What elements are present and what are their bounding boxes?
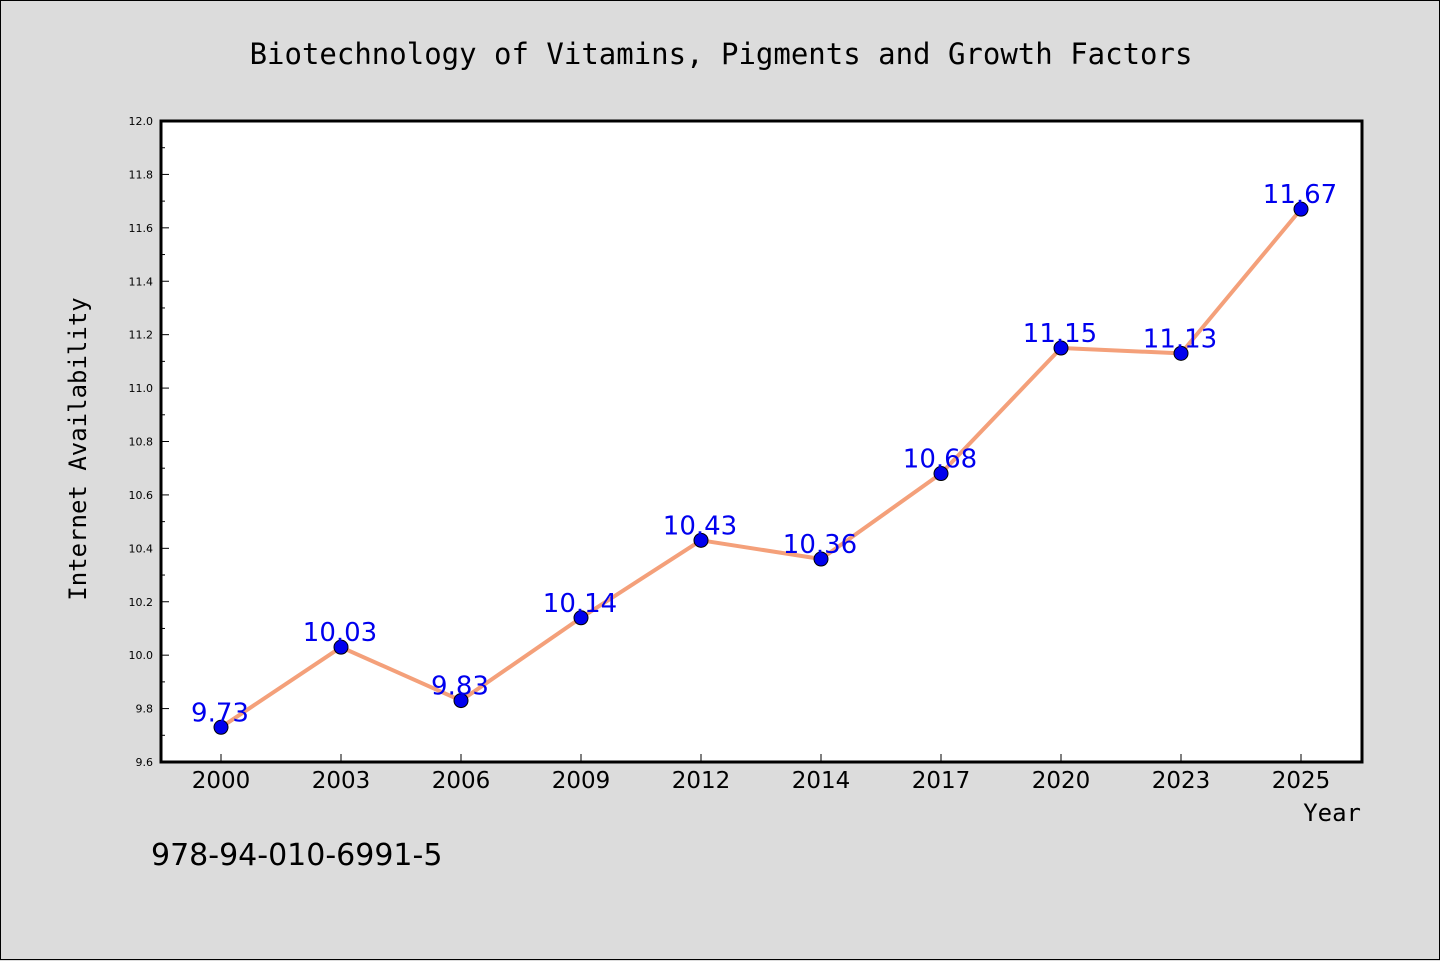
data-label: 10.68 <box>903 445 977 475</box>
y-tick-label: 11.4 <box>129 275 154 288</box>
data-label: 10.43 <box>663 511 737 541</box>
x-tick-label: 2012 <box>672 768 731 794</box>
y-tick-label: 10.2 <box>129 596 154 609</box>
data-point <box>1053 340 1069 356</box>
y-tick-label: 11.0 <box>129 382 154 395</box>
data-point <box>333 639 349 655</box>
y-tick-label: 10.4 <box>129 542 154 555</box>
x-tick-label: 2023 <box>1152 768 1211 794</box>
x-tick-label: 2020 <box>1032 768 1091 794</box>
chart-title: Biotechnology of Vitamins, Pigments and … <box>250 37 1193 71</box>
data-point <box>573 610 589 626</box>
y-tick-label: 10.8 <box>129 436 154 449</box>
data-label: 9.73 <box>191 698 249 728</box>
x-axis-label: Year <box>1303 799 1361 827</box>
y-tick-label: 11.6 <box>129 222 154 235</box>
y-tick-label: 12.0 <box>129 115 154 128</box>
x-tick-label: 2003 <box>312 768 371 794</box>
plot-area <box>159 119 1364 764</box>
data-point <box>693 532 709 548</box>
isbn-text: 978-94-010-6991-5 <box>151 838 442 873</box>
data-series: 9.73 10.03 9.83 10.14 10.43 10.36 10.68 11.15 11… <box>191 180 1337 735</box>
y-axis-label: Internet Availability <box>64 297 92 600</box>
x-axis: 2000 2003 2006 2009 2012 2014 2017 2020 2023 2025 <box>192 754 1331 794</box>
data-point <box>1173 345 1189 361</box>
series-line <box>219 207 1303 729</box>
data-label: 11.13 <box>1143 324 1217 354</box>
x-tick-label: 2025 <box>1272 768 1331 794</box>
y-tick-label: 11.8 <box>129 168 154 181</box>
x-tick-label: 2006 <box>432 768 491 794</box>
data-point <box>813 551 829 567</box>
y-tick-label: 11.2 <box>129 329 154 342</box>
y-tick-label: 10.0 <box>129 649 154 662</box>
x-tick-label: 2009 <box>552 768 611 794</box>
data-label: 10.03 <box>303 618 377 648</box>
data-label: 9.83 <box>431 672 489 702</box>
y-axis: 9.6 9.8 10.0 10.2 10.4 10.6 10.8 11.0 11.2 11.4 11… <box>129 115 169 769</box>
y-tick-label: 9.8 <box>136 703 154 716</box>
data-point <box>453 693 469 709</box>
data-label: 11.67 <box>1263 180 1337 210</box>
data-point <box>933 466 949 482</box>
data-label: 11.15 <box>1023 319 1097 349</box>
x-tick-label: 2000 <box>192 768 251 794</box>
data-label: 10.14 <box>543 589 617 619</box>
y-tick-label: 10.6 <box>129 489 154 502</box>
data-point <box>213 719 229 735</box>
x-tick-label: 2017 <box>912 768 971 794</box>
data-label: 10.36 <box>783 530 857 560</box>
y-tick-label: 9.6 <box>136 756 154 769</box>
x-tick-label: 2014 <box>792 768 851 794</box>
data-point <box>1293 201 1309 217</box>
